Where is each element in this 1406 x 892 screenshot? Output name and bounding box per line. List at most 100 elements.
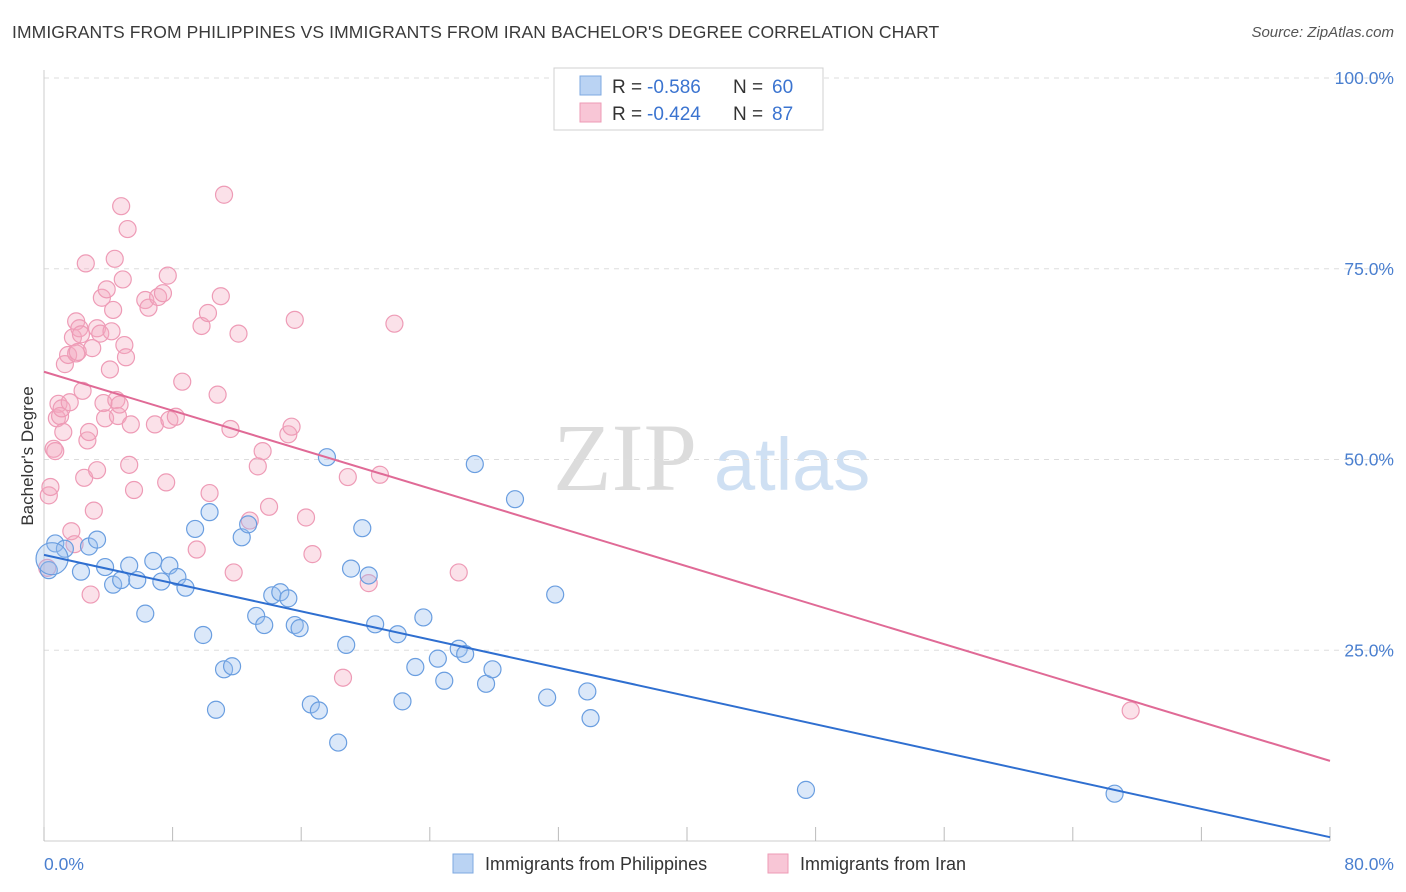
iran-point bbox=[214, 185, 234, 204]
y-tick-labels: 25.0% 50.0% 75.0% 100.0% bbox=[1335, 68, 1394, 660]
philippines-point bbox=[285, 615, 304, 635]
philippines-point bbox=[359, 566, 378, 585]
iran-point bbox=[248, 457, 267, 476]
iran-point bbox=[91, 324, 110, 343]
x-axis-ticks bbox=[43, 827, 1331, 841]
iran-point bbox=[124, 480, 144, 500]
iran-point bbox=[116, 348, 136, 367]
philippines-point bbox=[279, 589, 298, 608]
iran-point bbox=[87, 461, 107, 480]
philippines-point bbox=[200, 503, 219, 522]
iran-point bbox=[84, 501, 103, 520]
iran-point bbox=[81, 585, 100, 604]
iran-point bbox=[113, 270, 132, 289]
legend-n-label-philippines: N = bbox=[733, 77, 763, 98]
iran-point bbox=[112, 197, 131, 216]
chart-source: Source: ZipAtlas.com bbox=[1251, 24, 1394, 41]
philippines-point bbox=[366, 615, 385, 634]
philippines-point bbox=[35, 542, 69, 576]
philippines-point bbox=[796, 780, 816, 799]
philippines-point bbox=[393, 692, 412, 711]
bottom-legend-label-iran: Immigrants from Iran bbox=[800, 854, 966, 874]
iran-point bbox=[60, 393, 79, 412]
iran-point bbox=[76, 254, 95, 273]
philippines-point bbox=[329, 733, 348, 752]
iran-point bbox=[282, 417, 301, 436]
philippines-point bbox=[483, 660, 502, 679]
philippines-point bbox=[581, 709, 600, 728]
iran-point bbox=[92, 288, 111, 307]
iran-point bbox=[208, 385, 227, 404]
iran-point bbox=[157, 473, 176, 492]
iran-point bbox=[370, 465, 390, 484]
iran-point bbox=[1121, 701, 1140, 720]
philippines-point bbox=[505, 490, 525, 509]
philippines-point bbox=[341, 559, 361, 578]
watermark-zip: ZIP bbox=[553, 404, 697, 511]
iran-point bbox=[46, 442, 65, 461]
iran-trend-line bbox=[43, 370, 1331, 762]
iran-point bbox=[200, 483, 219, 503]
iran-point bbox=[87, 319, 107, 338]
philippines-point bbox=[71, 562, 91, 581]
iran-point bbox=[105, 249, 124, 268]
iran-point bbox=[41, 477, 60, 497]
iran-point bbox=[110, 395, 129, 414]
philippines-point bbox=[309, 701, 328, 720]
iran-point bbox=[253, 442, 272, 461]
legend-r-label-philippines: R = bbox=[612, 77, 642, 98]
iran-point bbox=[83, 339, 102, 358]
bottom-legend-label-philippines: Immigrants from Philippines bbox=[485, 854, 707, 874]
philippines-point bbox=[255, 615, 274, 635]
legend-swatch-philippines bbox=[579, 75, 602, 96]
iran-point bbox=[153, 284, 173, 303]
bottom-legend-swatch-philippines bbox=[452, 853, 474, 874]
philippines-point bbox=[206, 700, 226, 719]
iran-point bbox=[121, 415, 140, 434]
iran-point bbox=[449, 563, 468, 582]
iran-point bbox=[285, 310, 304, 329]
watermark: ZIP atlas bbox=[553, 404, 870, 511]
iran-point bbox=[145, 415, 165, 434]
chart-title: IMMIGRANTS FROM PHILIPPINES VS IMMIGRANT… bbox=[12, 22, 940, 42]
legend-n-value-philippines: 60 bbox=[772, 77, 793, 98]
iran-point bbox=[102, 322, 121, 341]
philippines-point bbox=[414, 608, 433, 627]
iran-point bbox=[211, 287, 230, 306]
legend-n-value-iran: 87 bbox=[772, 104, 793, 125]
iran-point bbox=[259, 497, 279, 516]
philippines-point bbox=[406, 657, 425, 677]
x-tick-label-max: 80.0% bbox=[1344, 854, 1394, 874]
iran-point bbox=[68, 342, 87, 362]
philippines-point bbox=[290, 619, 309, 638]
philippines-point bbox=[465, 454, 484, 474]
philippines-points bbox=[35, 448, 1124, 803]
y-axis-label: Bachelor's Degree bbox=[18, 386, 37, 525]
x-tick-label-min: 0.0% bbox=[44, 854, 84, 874]
iran-point bbox=[198, 303, 218, 323]
philippines-point bbox=[186, 519, 205, 539]
iran-point bbox=[187, 540, 206, 559]
y-tick-label-50: 50.0% bbox=[1344, 450, 1394, 470]
watermark-atlas: atlas bbox=[714, 423, 870, 506]
philippines-trend-line bbox=[43, 553, 1331, 839]
philippines-point bbox=[428, 649, 447, 668]
legend-r-value-iran: -0.424 bbox=[647, 104, 701, 125]
iran-point bbox=[79, 422, 99, 442]
philippines-point bbox=[144, 551, 163, 571]
philippines-point bbox=[222, 657, 242, 676]
iran-point bbox=[303, 545, 322, 564]
iran-point bbox=[338, 467, 357, 487]
iran-point bbox=[65, 535, 84, 554]
legend-r-label-iran: R = bbox=[612, 104, 642, 125]
philippines-point bbox=[194, 625, 213, 645]
iran-point bbox=[71, 325, 91, 344]
philippines-point bbox=[456, 644, 475, 664]
iran-point bbox=[54, 422, 73, 442]
iran-point bbox=[118, 219, 137, 239]
iran-points bbox=[38, 185, 1140, 720]
philippines-point bbox=[546, 585, 565, 604]
iran-point bbox=[104, 300, 123, 320]
philippines-point bbox=[353, 519, 372, 538]
